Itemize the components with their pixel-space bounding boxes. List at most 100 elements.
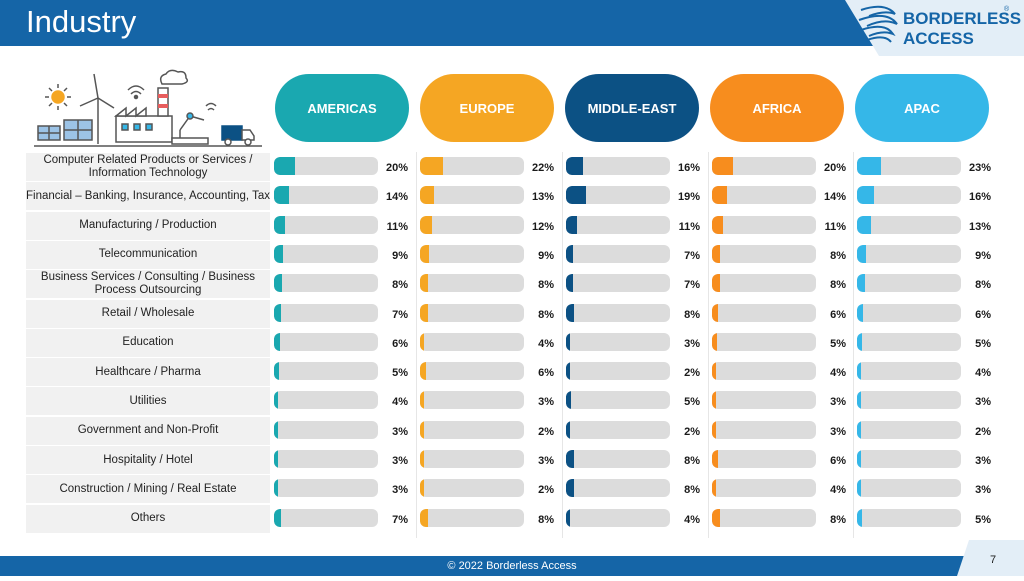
value-label: 6% [392, 337, 408, 350]
bar-apac-8 [857, 362, 862, 381]
value-label: 4% [830, 484, 846, 497]
bar-track [857, 303, 961, 322]
category-label: Computer Related Products or Services / … [26, 153, 270, 181]
page-number: 7 [990, 554, 997, 566]
bar-track [712, 215, 816, 234]
bar-europe-3 [420, 215, 433, 234]
value-label: 3% [975, 396, 991, 409]
category-label: Others [26, 504, 270, 533]
bar-europe-12 [420, 479, 424, 498]
page-title: Industry [26, 4, 137, 39]
bar-track [712, 420, 816, 439]
region-header-americas: AMERICAS [275, 74, 409, 142]
bar-apac-1 [857, 157, 881, 175]
logo-line2: ACCESS [903, 29, 974, 48]
bar-europe-13 [420, 508, 429, 527]
bar-apac-7 [857, 332, 863, 351]
value-label: 3% [830, 425, 846, 438]
bar-track [712, 508, 816, 527]
bar-track [566, 215, 670, 234]
bar-track [857, 332, 961, 351]
bar-track [857, 186, 961, 205]
bar-middle-east-8 [566, 362, 570, 381]
bar-europe-5 [420, 274, 429, 293]
value-label: 2% [538, 484, 554, 497]
bar-track [712, 391, 816, 410]
bar-americas-6 [274, 303, 282, 322]
category-label: Construction / Mining / Real Estate [26, 475, 270, 504]
bar-track [420, 362, 524, 381]
value-label: 13% [531, 191, 554, 204]
region-header-africa: AFRICA [710, 74, 844, 142]
bar-track [566, 274, 670, 293]
value-label: 22% [531, 162, 554, 174]
column-divider [708, 152, 709, 538]
value-label: 3% [830, 396, 846, 409]
category-label: Retail / Wholesale [26, 299, 270, 328]
bar-americas-3 [274, 215, 286, 234]
value-label: 8% [684, 484, 700, 497]
value-label: 16% [968, 191, 991, 204]
value-label: 3% [538, 396, 554, 409]
bar-track [566, 450, 670, 468]
value-label: 8% [392, 279, 408, 292]
category-label: Telecommunication [26, 240, 270, 269]
value-label: 8% [538, 513, 554, 526]
bar-track [420, 450, 524, 468]
bar-track [857, 274, 961, 293]
bar-track [857, 450, 961, 468]
bar-middle-east-11 [566, 450, 575, 468]
bar-americas-8 [274, 362, 280, 381]
region-header-europe: EUROPE [420, 74, 554, 142]
category-label: Hospitality / Hotel [26, 446, 270, 474]
value-label: 6% [538, 367, 554, 380]
value-label: 8% [538, 308, 554, 321]
value-label: 3% [392, 455, 408, 467]
value-label: 3% [392, 425, 408, 438]
copyright-text: © 2022 Borderless Access [447, 560, 577, 572]
bar-track [274, 244, 378, 263]
value-label: 5% [975, 337, 991, 350]
bar-track [566, 508, 670, 527]
factory-icon [113, 69, 189, 143]
bar-track [420, 508, 524, 527]
logo-graphic: BORDERLESS ACCESS ® [845, 0, 1024, 56]
value-label: 12% [531, 220, 554, 233]
bar-track [274, 508, 378, 527]
bar-apac-10 [857, 420, 861, 439]
wind-turbine-icon [79, 73, 115, 144]
bar-europe-1 [420, 157, 443, 175]
bar-africa-9 [712, 391, 716, 410]
value-label: 3% [392, 484, 408, 497]
bar-track [566, 391, 670, 410]
bar-africa-4 [712, 244, 721, 263]
bar-americas-9 [274, 391, 279, 410]
category-label: Utilities [26, 387, 270, 416]
value-label: 8% [684, 455, 700, 467]
value-label: 2% [684, 425, 700, 438]
bar-americas-7 [274, 332, 281, 351]
industry-illustration [30, 68, 266, 148]
value-label: 8% [830, 513, 846, 526]
bar-track [274, 391, 378, 410]
category-label: Financial – Banking, Insurance, Accounti… [26, 182, 270, 211]
bar-americas-11 [274, 450, 278, 468]
bar-track [420, 420, 524, 439]
bar-apac-4 [857, 244, 867, 263]
bar-track [857, 244, 961, 263]
value-label: 8% [684, 308, 700, 321]
bar-apac-13 [857, 508, 863, 527]
value-label: 13% [968, 220, 991, 233]
value-label: 4% [684, 513, 700, 526]
bar-europe-4 [420, 244, 430, 263]
bar-track [566, 479, 670, 498]
value-label: 9% [538, 249, 554, 262]
value-label: 16% [677, 162, 700, 174]
bar-apac-5 [857, 274, 866, 293]
bar-middle-east-2 [566, 186, 586, 205]
bar-track [712, 186, 816, 205]
value-label: 8% [830, 279, 846, 292]
value-label: 3% [538, 455, 554, 467]
bar-apac-9 [857, 391, 861, 410]
value-label: 14% [385, 191, 408, 204]
